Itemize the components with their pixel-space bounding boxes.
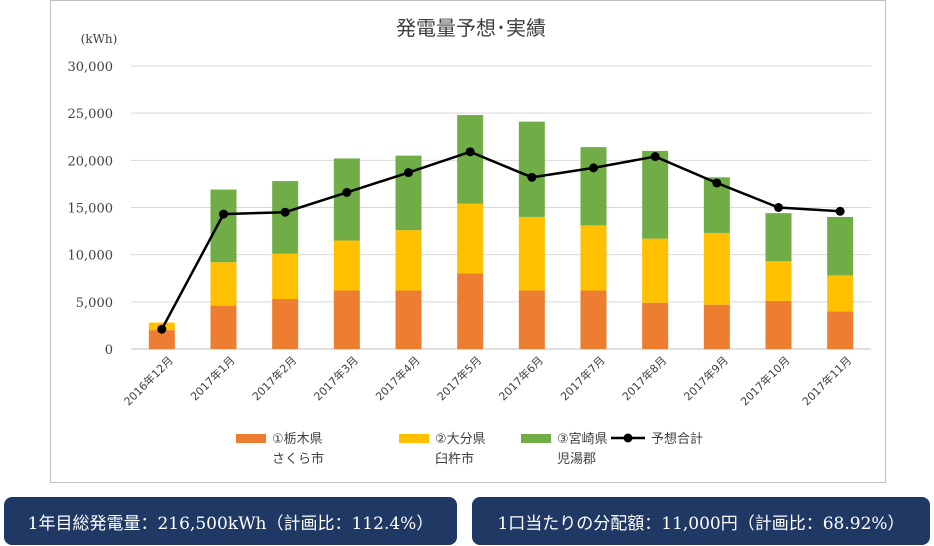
forecast-point (527, 172, 537, 182)
legend-label: ③宮崎県 (557, 431, 608, 447)
bar-segment (395, 290, 422, 349)
legend-swatch (399, 434, 429, 443)
bar-segment (210, 262, 237, 306)
legend-marker (623, 433, 633, 443)
bar-segment (642, 302, 669, 349)
x-tick-label: 2017年10月 (737, 353, 792, 408)
x-tick-labels: 2016年12月 2017年1月 2017年2月 2017年3月 2017年4月 2017… (121, 353, 854, 408)
legend-swatch (236, 434, 266, 443)
bar-segment (518, 290, 545, 349)
bar-segment (703, 232, 730, 305)
y-tick-labels: 0 5,000 10,000 15,000 20,000 25,000 30,000 (68, 60, 114, 358)
chart-svg: 発電量予想･実績 (kWh) 0 5,000 10,000 15,000 20,000 2… (68, 16, 871, 467)
forecast-point (589, 163, 598, 173)
bar-segment (395, 155, 422, 231)
bar-segment (827, 216, 854, 276)
bar-segment (703, 304, 730, 349)
x-tick-label: 2017年9月 (681, 353, 731, 403)
forecast-point (157, 324, 167, 334)
distribution-text: 1口当たりの分配額：11,000円（計画比：68.92%） (497, 513, 905, 534)
bar-segment (765, 300, 792, 349)
bar-segment (580, 225, 607, 291)
forecast-point (404, 168, 413, 178)
legend-label: 児湯郡 (557, 452, 596, 467)
bar-segment (333, 240, 360, 291)
legend-label: 臼杵市 (435, 451, 474, 467)
forecast-point (650, 152, 660, 162)
x-tick-label: 2017年3月 (311, 353, 361, 403)
bar-segment (272, 253, 299, 300)
gridlines (131, 65, 871, 350)
bar-segment (210, 305, 237, 349)
bar-segment (765, 261, 792, 301)
x-tick-label: 2016年12月 (121, 353, 176, 408)
y-tick-label: 5,000 (76, 296, 113, 311)
y-tick-label: 15,000 (68, 202, 114, 217)
x-tick-label: 2017年4月 (372, 353, 422, 403)
x-tick-label: 2017年2月 (249, 353, 299, 403)
y-tick-label: 30,000 (68, 60, 114, 75)
bar-segment (518, 121, 545, 217)
x-tick-label: 2017年1月 (187, 353, 237, 403)
bar-segment (642, 150, 669, 239)
bar-segment (580, 147, 607, 226)
unit-label: (kWh) (81, 32, 118, 46)
forecast-point (465, 147, 475, 157)
bar-segment (333, 290, 360, 349)
bars (148, 115, 854, 349)
y-tick-label: 20,000 (68, 154, 114, 169)
chart-title: 発電量予想･実績 (396, 16, 546, 40)
bar-segment (210, 189, 237, 263)
bar-segment (827, 275, 854, 312)
legend-label: ②大分県 (435, 432, 486, 447)
forecast-line (157, 147, 845, 334)
forecast-point (280, 207, 290, 217)
bar-segment (395, 230, 422, 291)
forecast-point (835, 206, 845, 216)
bar-segment (457, 273, 484, 349)
bar-segment (518, 216, 545, 291)
x-tick-label: 2017年5月 (434, 353, 484, 403)
total-generation-box: 1年目総発電量：216,500kWh（計画比：112.4%） (4, 497, 457, 545)
bar-segment (333, 158, 360, 241)
chart-frame: 発電量予想･実績 (kWh) 0 5,000 10,000 15,000 20,000 2… (50, 0, 886, 483)
legend-swatch (521, 434, 551, 443)
bar-segment (580, 290, 607, 349)
x-tick-label: 2017年8月 (619, 353, 669, 403)
legend-label: 予想合計 (651, 431, 703, 447)
bar-segment (272, 181, 299, 254)
y-tick-label: 25,000 (68, 107, 114, 122)
bar-segment (642, 238, 669, 303)
y-tick-label: 10,000 (68, 249, 114, 264)
bar-segment (765, 213, 792, 262)
forecast-line-path (160, 150, 841, 330)
forecast-point (774, 203, 783, 212)
bar-segment (827, 311, 854, 349)
x-tick-label: 2017年7月 (557, 353, 607, 403)
bar-segment (148, 330, 175, 349)
bar-segment (457, 115, 484, 204)
x-tick-label: 2017年11月 (799, 353, 854, 408)
x-tick-label: 2017年6月 (496, 353, 546, 403)
forecast-point (342, 187, 352, 197)
total-generation-text: 1年目総発電量：216,500kWh（計画比：112.4%） (27, 513, 434, 534)
distribution-box: 1口当たりの分配額：11,000円（計画比：68.92%） (472, 497, 930, 545)
legend-label: さくら市 (272, 451, 324, 467)
forecast-point (712, 178, 722, 188)
legend-label: ①栃木県 (272, 432, 323, 447)
y-tick-label: 0 (105, 343, 113, 358)
forecast-point (219, 209, 228, 219)
bar-segment (272, 299, 299, 349)
bar-segment (457, 203, 484, 274)
